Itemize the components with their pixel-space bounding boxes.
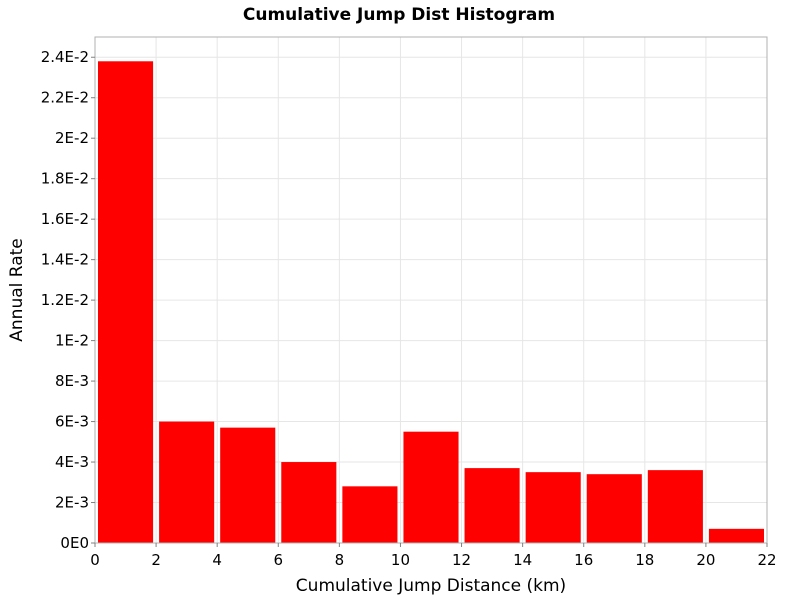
histogram-bar-2 [220, 427, 276, 543]
x-tick-label: 12 [452, 551, 471, 569]
x-axis: 0 2 4 6 8 10 12 14 16 18 20 22 [90, 543, 777, 569]
y-tick-label: 1.4E-2 [41, 251, 89, 269]
x-tick-label: 22 [757, 551, 776, 569]
x-tick-label: 6 [273, 551, 283, 569]
bars-layer [98, 61, 764, 544]
histogram-bar-7 [525, 472, 581, 543]
chart-title: Cumulative Jump Dist Histogram [243, 5, 555, 25]
y-tick-label: 2.2E-2 [41, 89, 89, 107]
y-tick-label: 1.2E-2 [41, 291, 89, 309]
plot-frame [94, 36, 768, 544]
x-tick-label: 20 [696, 551, 715, 569]
y-tick-label: 2E-3 [55, 494, 89, 512]
x-tick-label: 2 [151, 551, 161, 569]
x-tick-label: 16 [574, 551, 593, 569]
histogram-bar-5 [403, 431, 459, 543]
histogram-bar-4 [342, 486, 398, 543]
x-tick-label: 10 [391, 551, 410, 569]
y-tick-label: 6E-3 [55, 413, 89, 431]
y-tick-label: 0E0 [60, 534, 89, 552]
x-tick-label: 18 [635, 551, 654, 569]
histogram-bar-1 [159, 421, 215, 543]
histogram-bar-10 [708, 528, 764, 543]
histogram-bar-0 [98, 61, 154, 544]
y-tick-label: 2.4E-2 [41, 48, 89, 66]
x-tick-label: 14 [513, 551, 532, 569]
x-tick-label: 4 [212, 551, 222, 569]
histogram-bar-9 [647, 470, 703, 543]
y-tick-label: 2E-2 [55, 129, 89, 147]
y-axis-label: Annual Rate [7, 238, 27, 341]
histogram-bar-8 [586, 474, 642, 543]
histogram-bar-6 [464, 468, 520, 543]
y-tick-label: 1.6E-2 [41, 210, 89, 228]
y-tick-label: 1.8E-2 [41, 170, 89, 188]
y-axis: 0E0 2E-3 4E-3 6E-3 8E-3 1E-2 1.2E-2 1.4E-2 1.6E-… [41, 48, 95, 552]
histogram-bar-3 [281, 462, 337, 543]
x-tick-label: 8 [335, 551, 345, 569]
y-tick-label: 4E-3 [55, 453, 89, 471]
y-tick-label: 1E-2 [55, 332, 89, 350]
x-axis-label: Cumulative Jump Distance (km) [296, 576, 566, 596]
x-tick-label: 0 [90, 551, 100, 569]
y-tick-label: 8E-3 [55, 372, 89, 390]
